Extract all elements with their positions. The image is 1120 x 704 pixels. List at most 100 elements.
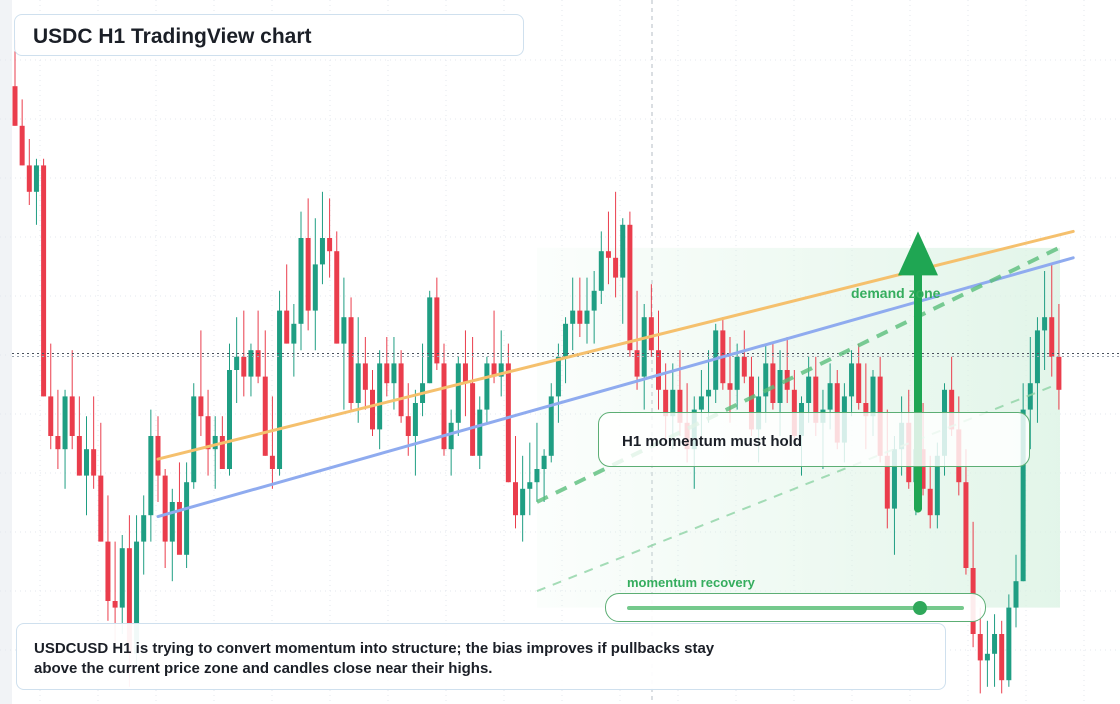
- candle-body: [605, 251, 611, 258]
- candle-body: [891, 449, 897, 509]
- candle-body: [491, 363, 497, 377]
- left-scale-strip: [0, 0, 12, 704]
- candle-body: [234, 356, 240, 370]
- candle-body: [348, 317, 354, 403]
- candle-body: [570, 310, 576, 324]
- candle-body: [613, 257, 619, 278]
- candle-body: [98, 475, 104, 542]
- candle-body: [548, 396, 554, 456]
- candle-body: [155, 436, 161, 476]
- candle-body: [634, 350, 640, 377]
- candle-body: [33, 165, 39, 192]
- candle-body: [856, 363, 862, 403]
- candle-body: [269, 455, 275, 469]
- candle-body: [963, 482, 969, 568]
- candle-body: [62, 396, 68, 450]
- candle-body: [870, 376, 876, 417]
- candle-body: [176, 502, 182, 555]
- candle-body: [241, 356, 247, 377]
- green-dashed-trendline[interactable]: [536, 246, 1060, 504]
- candle-body: [48, 396, 54, 436]
- candle-body: [927, 488, 933, 516]
- candle-body: [1049, 317, 1055, 357]
- candle-body: [527, 482, 533, 489]
- candle-body: [298, 238, 304, 324]
- candle-body: [427, 297, 433, 384]
- momentum-recovery-label: momentum recovery: [627, 575, 755, 590]
- analysis-text: USDCUSD H1 is trying to convert momentum…: [34, 640, 715, 677]
- candle-body: [470, 383, 476, 456]
- candle-body: [284, 310, 290, 344]
- candle-body: [484, 363, 490, 410]
- candle-body: [277, 310, 283, 469]
- candle-body: [262, 376, 268, 456]
- candle-body: [1042, 317, 1048, 331]
- candle-body: [405, 416, 411, 436]
- candle-body: [19, 125, 25, 166]
- candle-body: [505, 363, 511, 483]
- candle-body: [398, 363, 404, 417]
- candle-body: [977, 634, 983, 661]
- candle-body: [169, 502, 175, 542]
- candle-body: [641, 317, 647, 377]
- slider-track[interactable]: [627, 606, 964, 610]
- candle-body: [26, 165, 32, 192]
- candle-body: [227, 370, 232, 469]
- analysis-note: USDCUSD H1 is trying to convert momentum…: [16, 623, 946, 690]
- candle-body: [41, 165, 47, 397]
- candle-body: [541, 455, 547, 469]
- candle-body: [341, 317, 347, 344]
- candle-body: [648, 317, 654, 351]
- candle-body: [327, 238, 333, 252]
- candle-body: [119, 548, 125, 608]
- candle-body: [670, 389, 676, 417]
- candle-body: [555, 356, 561, 397]
- demand-zone-label: demand zone: [851, 285, 941, 301]
- candle-body: [255, 350, 261, 377]
- candle-body: [884, 455, 890, 509]
- candle-body: [362, 363, 368, 390]
- candle-body: [1013, 581, 1019, 608]
- candle-body: [984, 653, 990, 661]
- momentum-callout: H1 momentum must hold: [598, 412, 1030, 467]
- candle-body: [656, 350, 661, 390]
- candle-body: [305, 238, 311, 311]
- candle-body: [1006, 607, 1012, 681]
- candle-body: [148, 436, 154, 516]
- candle-body: [205, 416, 211, 450]
- candle-body: [598, 251, 604, 291]
- candle-body: [1020, 409, 1026, 582]
- candle-body: [727, 383, 733, 390]
- candle-body: [591, 290, 597, 311]
- candle-body: [248, 350, 254, 377]
- candle-body: [441, 363, 447, 450]
- candle-body: [448, 422, 454, 450]
- candle-body: [370, 389, 375, 430]
- callout-text: H1 momentum must hold: [622, 433, 803, 450]
- chart-title-box: USDC H1 TradingView chart: [14, 14, 524, 56]
- candle-body: [384, 363, 390, 384]
- candle-body: [949, 389, 955, 430]
- candle-body: [105, 541, 111, 601]
- candle-body: [126, 548, 132, 654]
- candle-body: [770, 363, 776, 403]
- candle-body: [577, 310, 583, 324]
- candle-body: [734, 356, 740, 390]
- candle-body: [627, 224, 633, 351]
- candle-body: [777, 370, 783, 403]
- candle-body: [520, 488, 526, 516]
- candle-body: [198, 396, 204, 417]
- candle-body: [706, 389, 712, 397]
- candle-body: [334, 251, 340, 344]
- candle-body: [141, 515, 147, 542]
- slider-knob[interactable]: [913, 601, 928, 615]
- candle-body: [76, 436, 82, 476]
- chart-title: USDC H1 TradingView chart: [33, 25, 312, 48]
- candle-body: [319, 238, 325, 265]
- candle-body: [999, 634, 1005, 681]
- candle-body: [534, 469, 540, 483]
- momentum-slider[interactable]: [605, 593, 986, 622]
- arrow-head-icon: [898, 231, 938, 276]
- candle-body: [1027, 383, 1033, 410]
- candle-body: [134, 541, 140, 654]
